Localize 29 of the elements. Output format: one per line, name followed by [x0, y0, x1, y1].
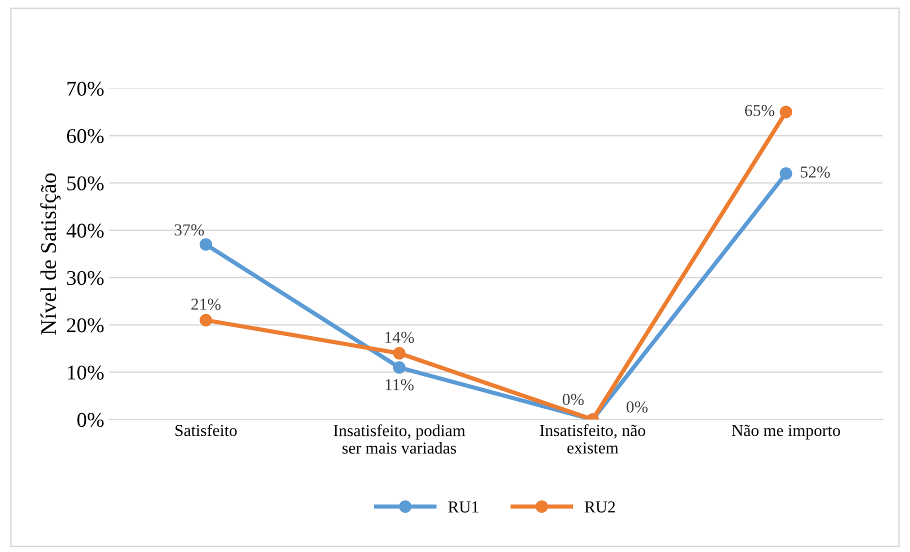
point — [200, 314, 212, 326]
y-tick-label: 50% — [67, 176, 104, 190]
y-tick-label: 10% — [68, 366, 104, 380]
data-label: 14% — [385, 332, 414, 344]
point — [200, 238, 212, 251]
y-tick-label: 70% — [68, 82, 104, 96]
point — [780, 167, 792, 180]
y-tick-label: 60% — [67, 129, 104, 144]
data-label: 0% — [626, 401, 648, 413]
data-label: 11% — [386, 379, 414, 390]
y-tick-label: 0% — [77, 412, 104, 428]
y-tick-label: 20% — [67, 318, 104, 332]
y-tick-label: 40% — [66, 224, 104, 238]
data-label: 52% — [800, 166, 830, 178]
x-tick-label: Insatisfeito, podiam ser mais variadas — [334, 424, 466, 454]
legend-label: RU2 — [584, 501, 615, 513]
point — [780, 106, 792, 118]
legend-label: RU1 — [448, 501, 478, 513]
data-label: 21% — [191, 298, 221, 310]
x-tick-label: Insatisfeito, não existem — [540, 424, 646, 454]
data-label: 0% — [562, 394, 584, 406]
y-tick-label: 30% — [67, 270, 104, 286]
x-tick-label: Satisfeito — [176, 424, 237, 436]
x-tick-label: Não me importo — [732, 424, 840, 440]
data-label: 37% — [174, 224, 204, 236]
data-label: 65% — [745, 104, 774, 116]
y-axis-title: Nível de Satisfção — [40, 173, 61, 335]
point — [393, 361, 406, 374]
point — [393, 347, 406, 360]
